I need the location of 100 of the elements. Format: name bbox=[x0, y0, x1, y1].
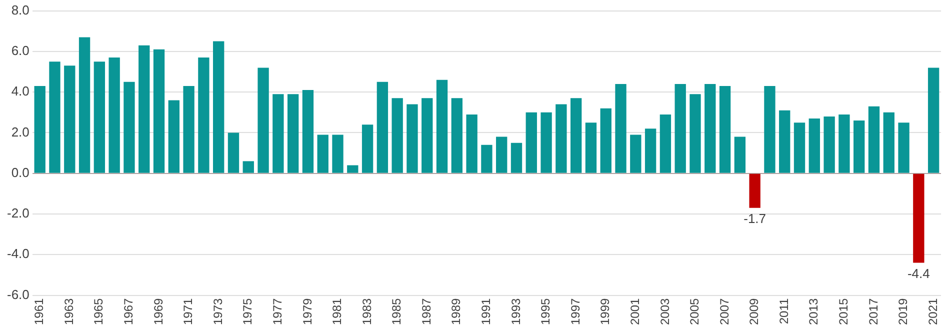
bar bbox=[392, 98, 403, 173]
bar bbox=[124, 82, 135, 173]
bar bbox=[749, 174, 760, 208]
bar bbox=[287, 94, 299, 173]
x-tick-label: 1987 bbox=[419, 298, 434, 326]
y-tick-label: 0.0 bbox=[11, 164, 30, 180]
bar bbox=[213, 41, 224, 173]
y-tick-label: -4.0 bbox=[6, 246, 30, 262]
bar bbox=[510, 142, 522, 173]
bar bbox=[466, 114, 478, 173]
x-tick-label: 1995 bbox=[538, 298, 553, 326]
bar bbox=[228, 132, 240, 173]
x-tick-label: 1975 bbox=[240, 298, 255, 326]
bar bbox=[615, 84, 626, 173]
bar bbox=[600, 108, 612, 173]
x-tick-label: 1981 bbox=[330, 298, 344, 326]
bar bbox=[422, 98, 433, 173]
bar bbox=[764, 86, 776, 173]
bar bbox=[242, 161, 254, 173]
data-label: -1.7 bbox=[744, 211, 766, 226]
bar bbox=[481, 144, 492, 173]
bar bbox=[347, 165, 358, 173]
x-tick-label: 1965 bbox=[92, 298, 106, 326]
bar bbox=[332, 134, 344, 173]
bar bbox=[690, 94, 701, 173]
x-tick-label: 1969 bbox=[151, 298, 166, 326]
bar bbox=[540, 112, 552, 173]
x-tick-label: 1971 bbox=[181, 298, 196, 326]
x-tick-label: 2017 bbox=[866, 298, 880, 326]
bar bbox=[302, 90, 314, 173]
y-tick-label: 8.0 bbox=[11, 2, 30, 18]
y-tick-label: 6.0 bbox=[11, 43, 30, 58]
bar bbox=[913, 174, 924, 263]
x-tick-label: 2013 bbox=[806, 298, 821, 326]
bar bbox=[570, 98, 582, 173]
bar bbox=[704, 84, 716, 173]
bar bbox=[258, 68, 269, 173]
x-tick-label: 1973 bbox=[210, 298, 225, 326]
bar bbox=[585, 122, 597, 173]
x-tick-label: 1963 bbox=[62, 298, 76, 326]
y-tick-label: -2.0 bbox=[6, 206, 30, 221]
bar bbox=[854, 120, 865, 173]
x-tick-label: 2011 bbox=[776, 298, 791, 324]
x-tick-label: 2007 bbox=[717, 298, 732, 326]
bar bbox=[317, 134, 328, 173]
bar bbox=[674, 84, 686, 173]
x-tick-label: 2019 bbox=[896, 298, 910, 326]
bar bbox=[644, 128, 656, 173]
bar bbox=[406, 104, 418, 173]
bar bbox=[94, 62, 106, 173]
bar bbox=[928, 68, 940, 173]
bar bbox=[883, 112, 894, 173]
bar bbox=[78, 37, 90, 173]
y-tick-label: 4.0 bbox=[11, 84, 30, 99]
bar bbox=[49, 62, 60, 173]
x-tick-label: 1977 bbox=[270, 298, 284, 326]
bar bbox=[64, 66, 76, 173]
bar bbox=[779, 110, 790, 173]
bar bbox=[436, 80, 448, 173]
bar bbox=[808, 118, 820, 173]
x-tick-label: 2021 bbox=[926, 298, 940, 326]
bar bbox=[898, 122, 910, 173]
bar bbox=[734, 136, 746, 173]
bar bbox=[34, 86, 46, 173]
bar bbox=[183, 86, 194, 173]
x-tick-label: 2015 bbox=[836, 298, 851, 326]
bar bbox=[838, 114, 850, 173]
bar bbox=[630, 134, 642, 173]
x-tick-label: 1991 bbox=[479, 298, 494, 326]
x-tick-label: 1993 bbox=[508, 298, 523, 326]
y-tick-label: 2.0 bbox=[11, 124, 30, 140]
bar bbox=[376, 82, 388, 173]
bar bbox=[794, 122, 806, 173]
bar bbox=[198, 58, 210, 173]
x-tick-label: 1983 bbox=[360, 298, 374, 326]
bar bbox=[153, 49, 165, 173]
bar bbox=[824, 116, 835, 173]
x-tick-label: 2005 bbox=[688, 298, 702, 326]
x-tick-label: 1979 bbox=[300, 298, 314, 326]
bar bbox=[168, 100, 180, 173]
bar bbox=[138, 45, 150, 173]
bar bbox=[868, 106, 880, 173]
y-tick-label: -6.0 bbox=[6, 286, 30, 302]
x-tick-label: 1989 bbox=[449, 298, 464, 326]
bar bbox=[556, 104, 567, 173]
x-tick-label: 1967 bbox=[122, 298, 136, 326]
bar bbox=[496, 136, 508, 173]
data-label: -4.4 bbox=[907, 266, 930, 281]
x-tick-label: 1997 bbox=[568, 298, 582, 326]
x-tick-label: 2009 bbox=[747, 298, 762, 326]
x-tick-label: 1999 bbox=[598, 298, 612, 326]
bar bbox=[272, 94, 284, 173]
bar bbox=[719, 86, 731, 173]
x-tick-label: 1985 bbox=[390, 298, 404, 326]
bar bbox=[108, 58, 120, 173]
x-tick-label: 1961 bbox=[32, 298, 46, 326]
x-tick-label: 2001 bbox=[628, 298, 642, 326]
bar bbox=[660, 114, 672, 173]
bar bbox=[451, 98, 463, 173]
x-tick-label: 2003 bbox=[658, 298, 672, 326]
